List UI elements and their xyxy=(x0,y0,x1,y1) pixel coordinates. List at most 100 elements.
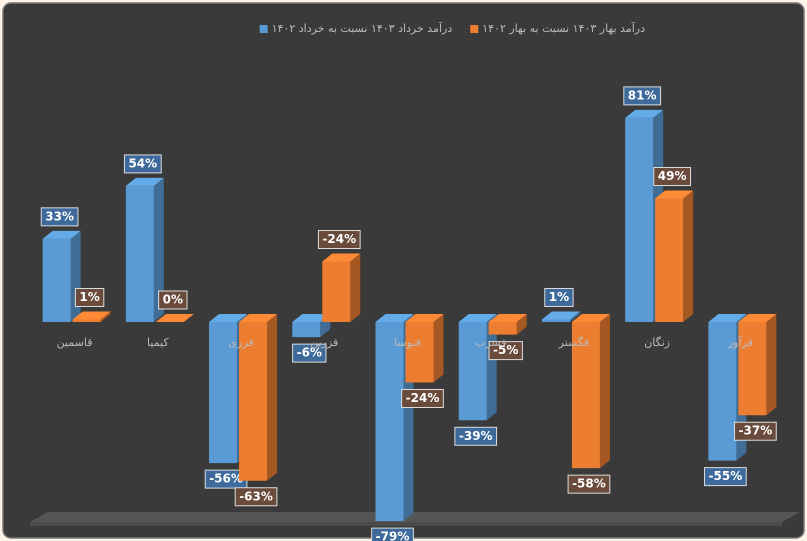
bar xyxy=(322,253,361,322)
data-label: 1% xyxy=(79,290,99,304)
bar-front xyxy=(571,322,600,469)
data-label-box xyxy=(292,343,327,363)
data-label: -5% xyxy=(493,343,518,357)
floor-edge xyxy=(30,522,782,526)
bar-side xyxy=(153,177,164,322)
data-label-box xyxy=(158,290,188,310)
bar-side xyxy=(599,314,610,469)
bar-top xyxy=(708,314,747,322)
x-tick-label: فنوسا xyxy=(394,336,421,349)
bar xyxy=(541,311,580,322)
bar xyxy=(155,314,194,322)
data-label: 54% xyxy=(128,156,157,170)
data-label: -6% xyxy=(297,346,322,360)
bar-front xyxy=(655,198,684,322)
bar-side xyxy=(766,314,777,416)
x-tick-label: فگستر xyxy=(558,336,590,349)
bar xyxy=(42,230,81,322)
bar-top xyxy=(239,314,278,322)
bar-side xyxy=(486,314,497,421)
bar-front xyxy=(708,322,737,461)
bar-side xyxy=(516,314,527,335)
data-label-box xyxy=(401,388,444,408)
bar-side xyxy=(267,314,278,481)
bar-front xyxy=(72,319,101,322)
data-label-box xyxy=(653,167,692,187)
bar-top xyxy=(72,311,111,320)
bar-front xyxy=(239,322,268,481)
bar-side xyxy=(100,311,111,322)
legend-swatch xyxy=(470,25,479,33)
bar-top xyxy=(541,311,580,320)
bar xyxy=(488,314,527,335)
bar-front xyxy=(42,238,71,322)
x-tick-label: فرآور xyxy=(727,335,753,349)
bar-top xyxy=(375,314,414,322)
data-label: 0% xyxy=(163,293,183,307)
data-label: -24% xyxy=(406,391,440,405)
data-label: 1% xyxy=(549,290,569,304)
data-label-box xyxy=(623,86,662,106)
data-label-box xyxy=(734,421,777,441)
bar xyxy=(125,177,164,322)
legend-label: درآمد خرداد ۱۴۰۳ نسبت به خرداد ۱۴۰۲ xyxy=(272,21,453,35)
data-label-box xyxy=(317,230,361,250)
data-label: -63% xyxy=(239,489,273,503)
bar-top xyxy=(625,109,664,118)
data-label: -37% xyxy=(739,424,773,438)
data-label-box xyxy=(544,287,574,307)
bar-top xyxy=(155,314,194,322)
data-label-box xyxy=(74,287,105,307)
bar-top xyxy=(42,230,81,239)
bar-top xyxy=(405,314,444,322)
bar xyxy=(655,190,694,322)
bar xyxy=(738,314,777,416)
data-label-box xyxy=(234,487,278,507)
bar-top xyxy=(209,314,248,322)
data-label-box xyxy=(454,426,498,446)
bar-side xyxy=(433,314,444,383)
x-tick-label: فزرین xyxy=(310,336,338,349)
data-label: -39% xyxy=(459,429,493,443)
x-tick-label: زنگان xyxy=(644,336,670,349)
bar-front xyxy=(625,117,654,322)
data-label: -55% xyxy=(709,469,743,483)
bar-front xyxy=(405,322,434,383)
bar xyxy=(458,314,497,421)
data-label: 81% xyxy=(628,88,657,102)
x-tick-label: کیمیا xyxy=(147,336,169,349)
data-label-box xyxy=(704,467,747,487)
bar-side xyxy=(569,311,580,322)
bar-side xyxy=(350,253,361,322)
bar-top xyxy=(292,314,331,322)
data-label: -56% xyxy=(209,472,243,486)
bar-side xyxy=(70,230,81,322)
bar xyxy=(625,109,664,322)
bar-top xyxy=(655,190,694,199)
bar-top xyxy=(738,314,777,322)
bar-front xyxy=(458,322,487,421)
x-tick-label: فسرب xyxy=(475,336,507,349)
bar-front xyxy=(125,185,154,322)
bar-front xyxy=(541,319,570,322)
bar-side xyxy=(683,190,694,322)
data-label: -24% xyxy=(322,232,356,246)
bar-top xyxy=(571,314,610,322)
floor xyxy=(30,512,800,522)
data-label-box xyxy=(488,341,523,361)
bar-front xyxy=(738,322,767,416)
bar xyxy=(239,314,278,481)
bar-front xyxy=(488,322,517,335)
data-label-box xyxy=(371,527,414,541)
bar-top xyxy=(125,177,164,186)
bar-top xyxy=(322,253,361,262)
data-label-box xyxy=(567,474,611,494)
bar-front xyxy=(292,322,321,338)
bar-front xyxy=(209,322,238,464)
data-label-box xyxy=(123,154,162,174)
data-label: 33% xyxy=(45,209,74,223)
x-tick-label: قاسمین xyxy=(57,336,93,349)
bar xyxy=(72,311,111,322)
legend-label: درآمد بهار ۱۴۰۳ نسبت به بهار ۱۴۰۲ xyxy=(482,21,645,35)
